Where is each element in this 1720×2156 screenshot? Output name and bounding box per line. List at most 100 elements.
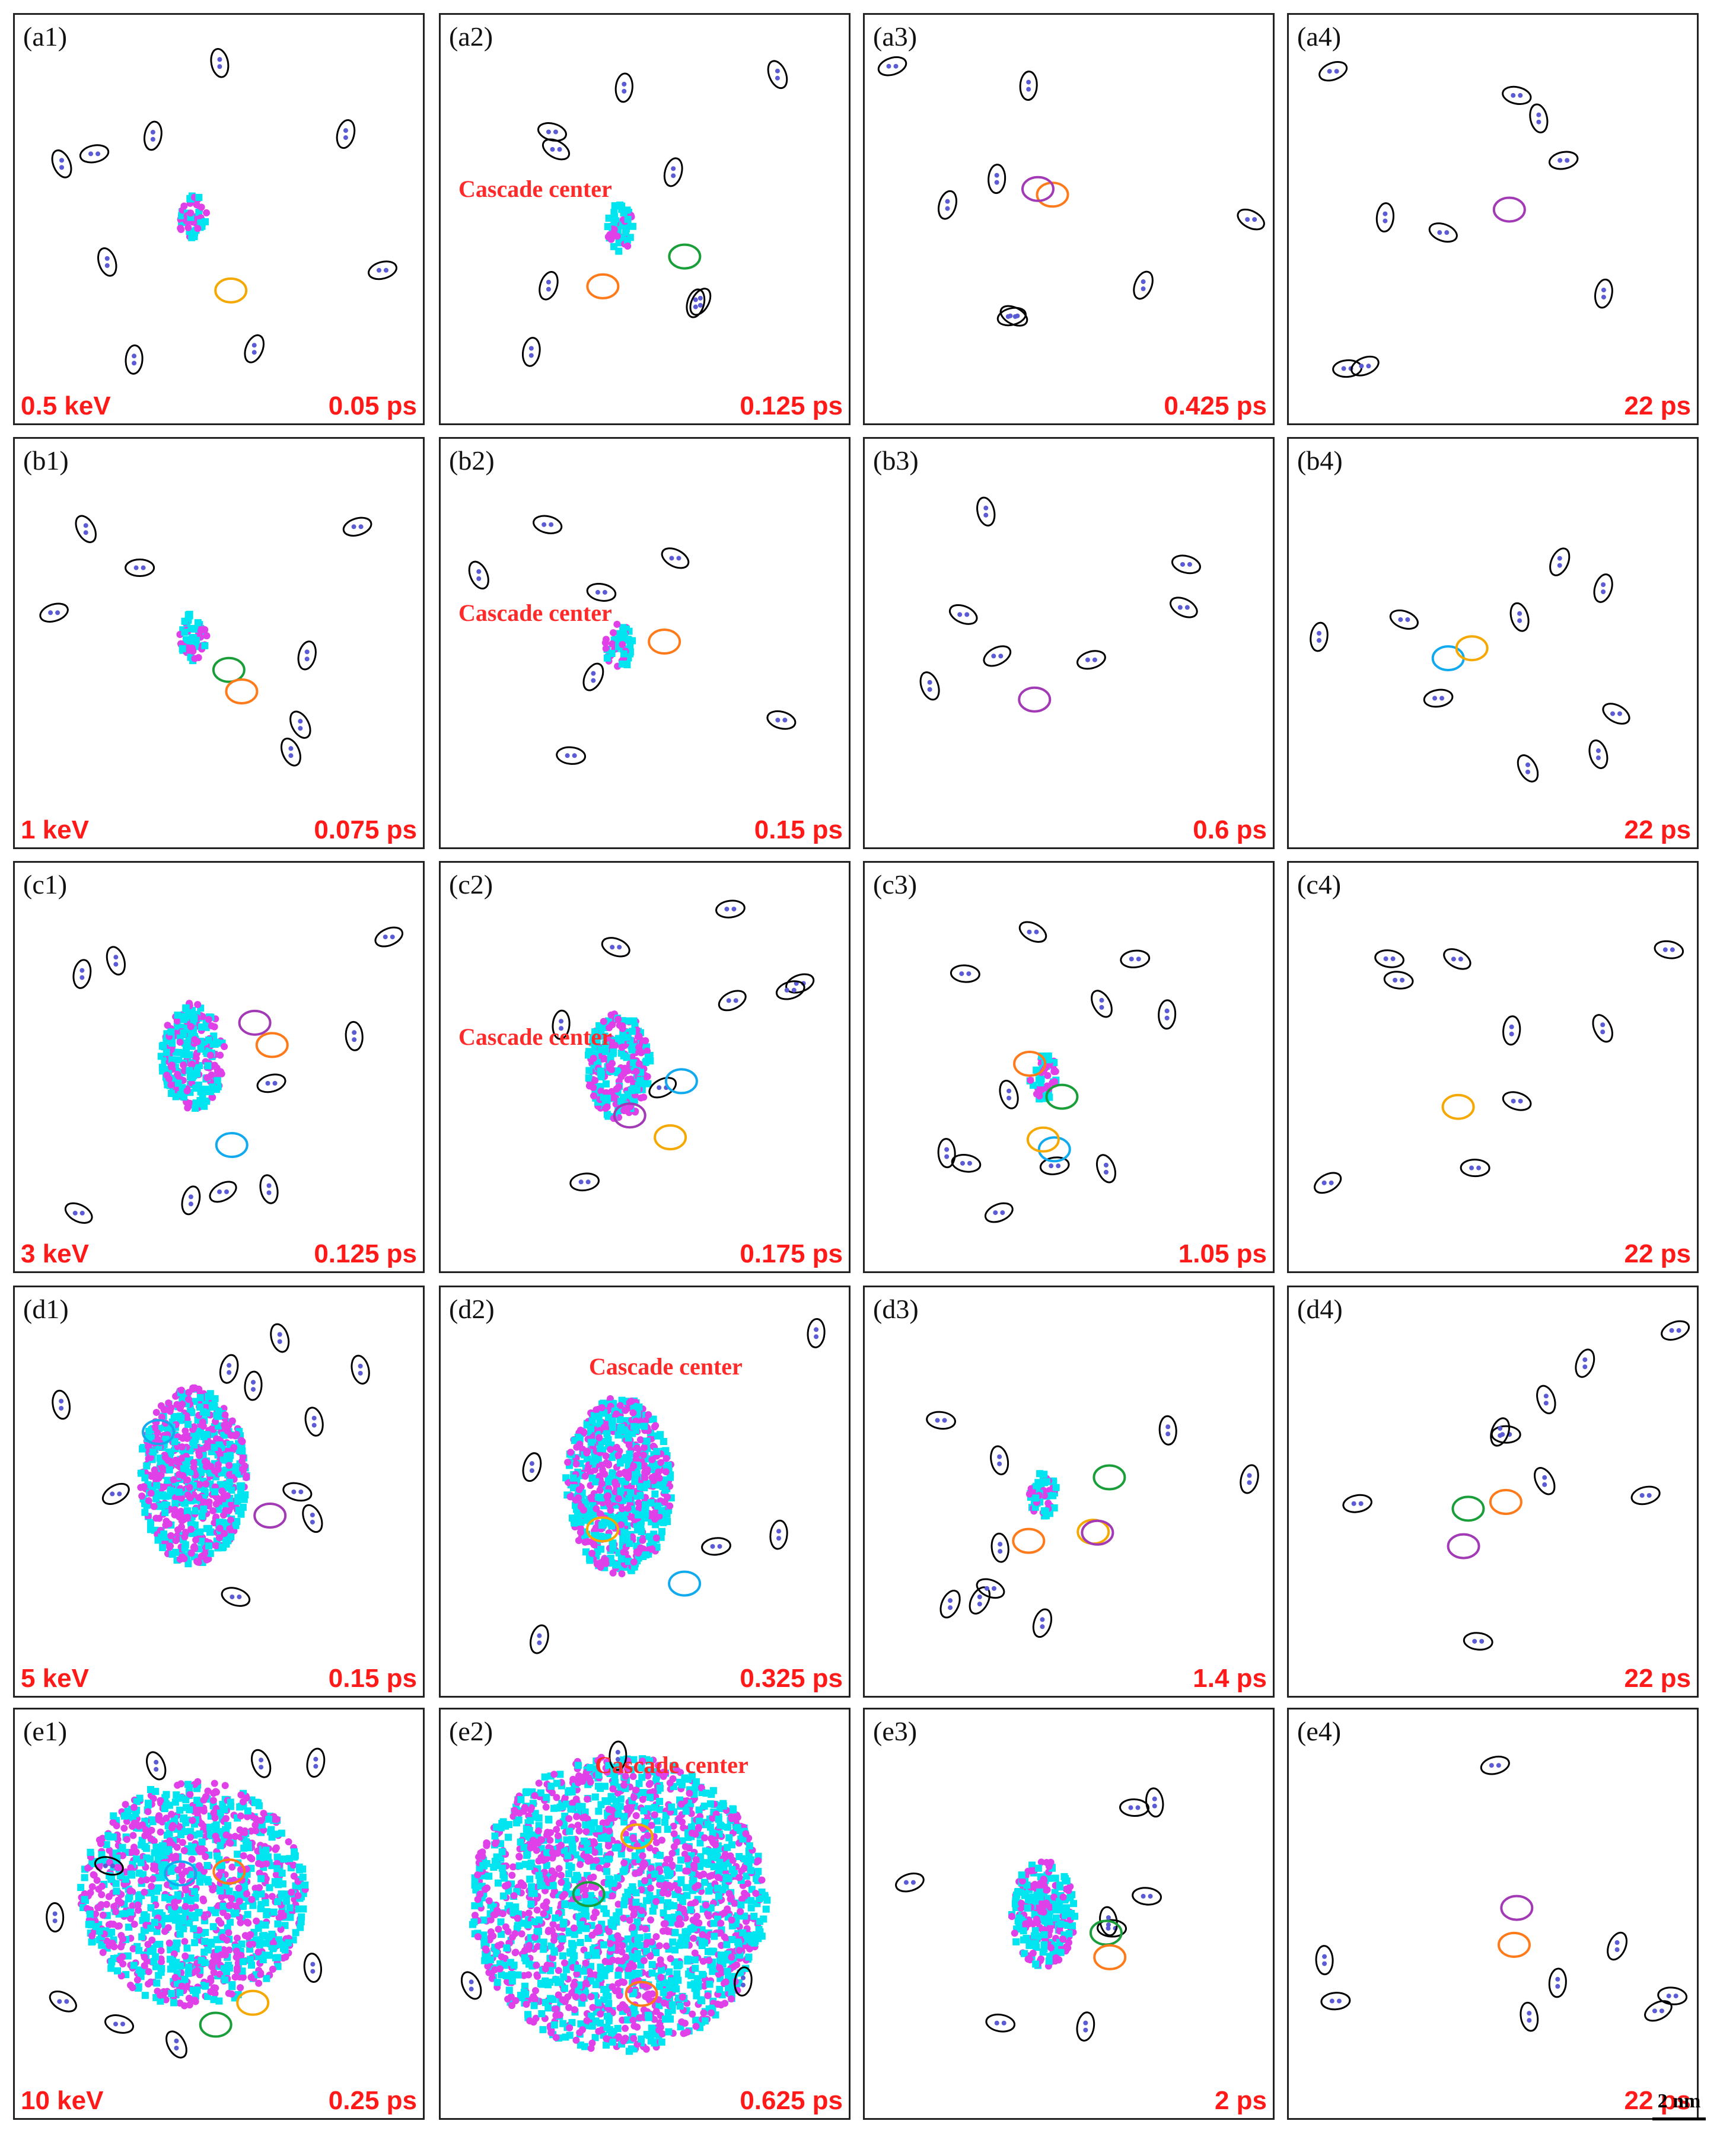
dumbbell-atom (1351, 1501, 1356, 1506)
vacancy-site (604, 1478, 612, 1485)
vacancy-site (107, 1964, 115, 1972)
vacancy-site (189, 1074, 196, 1082)
dumbbell-atom (1600, 1022, 1606, 1028)
dumbbell-atom (546, 286, 551, 292)
interstitial-atom (237, 1919, 244, 1927)
defect-ellipse (1237, 208, 1265, 231)
vacancy-site (149, 1448, 157, 1456)
interstitial-atom (144, 1941, 152, 1948)
dumbbell-atom (731, 907, 737, 912)
dumbbell-atom (991, 653, 996, 659)
vacancy-site (244, 1911, 251, 1918)
vacancy-site (112, 1880, 120, 1887)
vacancy-site (274, 1954, 282, 1962)
vacancy-site (262, 1921, 269, 1929)
vacancy-site (683, 1935, 690, 1943)
dumbbell-atom (217, 1189, 222, 1194)
vacancy-site (193, 1064, 201, 1071)
vacancy-site (635, 1403, 643, 1411)
vacancy-site (535, 1822, 543, 1829)
vacancy-site (214, 1077, 221, 1085)
defect-ellipse (1593, 573, 1613, 603)
vacancy-site (679, 1837, 686, 1845)
vacancy-site (619, 660, 626, 668)
time-label: 1.4 ps (1193, 1664, 1267, 1693)
dumbbell-defect (165, 2030, 187, 2059)
vacancy-site (187, 624, 195, 632)
vacancy-site (181, 1500, 189, 1507)
vacancy-site (151, 1919, 158, 1927)
interstitial-atom (618, 1570, 626, 1577)
vacancy-site (165, 1466, 173, 1474)
interstitial-atom (199, 1423, 207, 1430)
interstitial-atom (203, 632, 211, 640)
defect-ellipse (94, 1856, 124, 1876)
vacancy-site (226, 1918, 234, 1926)
dumbbell-atom (1476, 1165, 1482, 1171)
dumbbell-atom (994, 173, 999, 178)
dumbbell-atom (610, 945, 615, 950)
vacancy-site (123, 1811, 130, 1819)
interstitial-atom (105, 1921, 113, 1928)
vacancy-site (590, 1862, 597, 1870)
dumbbell-atom (298, 1489, 304, 1494)
vacancy-site (576, 1938, 584, 1946)
dumbbell-defect (1575, 1348, 1595, 1378)
vacancy-site (641, 1501, 649, 1508)
dumbbell-atom (390, 935, 395, 940)
interstitial-atom (255, 1979, 263, 1987)
vacancy-site (81, 1874, 88, 1881)
vacancy-site (569, 1474, 577, 1482)
vacancy-site (141, 1992, 149, 1999)
vacancy-site (586, 1557, 594, 1564)
vacancy-site (616, 239, 623, 247)
interstitial-atom (149, 1875, 157, 1883)
dumbbell-atom (1136, 956, 1141, 962)
dumbbell-atom (1027, 929, 1032, 935)
vacancy-site (161, 1894, 169, 1902)
dumbbell-defect (1342, 1494, 1372, 1513)
dumbbell-atom (997, 1461, 1002, 1466)
vacancy-site (597, 1545, 604, 1553)
defect-snapshot (877, 56, 1265, 327)
vacancy-site (266, 1884, 273, 1892)
defect-ellipse (1120, 949, 1151, 968)
interstitial-atom (613, 1410, 620, 1418)
defect-ellipse (614, 72, 633, 103)
vacancy-site (556, 1771, 564, 1778)
vacancy-site (1044, 1052, 1052, 1060)
interstitial-atom (212, 1832, 219, 1840)
vacancy-site (158, 1842, 166, 1849)
dumbbell-defect (990, 1445, 1009, 1475)
defect-ellipse (976, 496, 996, 527)
dumbbell-defect (976, 496, 996, 527)
dumbbell-defect (209, 1181, 237, 1203)
vacancy-site (238, 1967, 246, 1975)
defect-ellipse (289, 710, 311, 739)
defect-ellipse (766, 710, 797, 730)
interstitial-atom (228, 1895, 235, 1902)
interstitial-atom (610, 229, 617, 237)
dumbbell-atom (376, 267, 381, 273)
defect-ellipse (1661, 1320, 1690, 1341)
defect-ellipse (1171, 554, 1201, 575)
vacancy-site (591, 1034, 598, 1042)
interstitial-atom (88, 1932, 96, 1940)
defect-ellipse (999, 1080, 1019, 1109)
interstitial-atom (171, 1903, 179, 1911)
vacancy-site (176, 1930, 184, 1938)
vacancy-site (641, 1423, 648, 1430)
interstitial-atom (225, 1462, 233, 1469)
interstitial-atom (182, 1867, 190, 1875)
vacancy-site (1033, 1066, 1040, 1074)
defect-snapshot (39, 515, 372, 767)
dumbbell-defect (106, 946, 126, 976)
dumbbell-atom (983, 512, 989, 518)
interstitial-atom (165, 1399, 173, 1407)
vacancy-site (264, 1853, 272, 1861)
vacancy-site (161, 1501, 169, 1508)
vacancy-site (127, 1870, 135, 1878)
interstitial-atom (184, 1476, 192, 1484)
interstitial-atom (195, 1494, 203, 1501)
vacancy-site (181, 1541, 189, 1549)
